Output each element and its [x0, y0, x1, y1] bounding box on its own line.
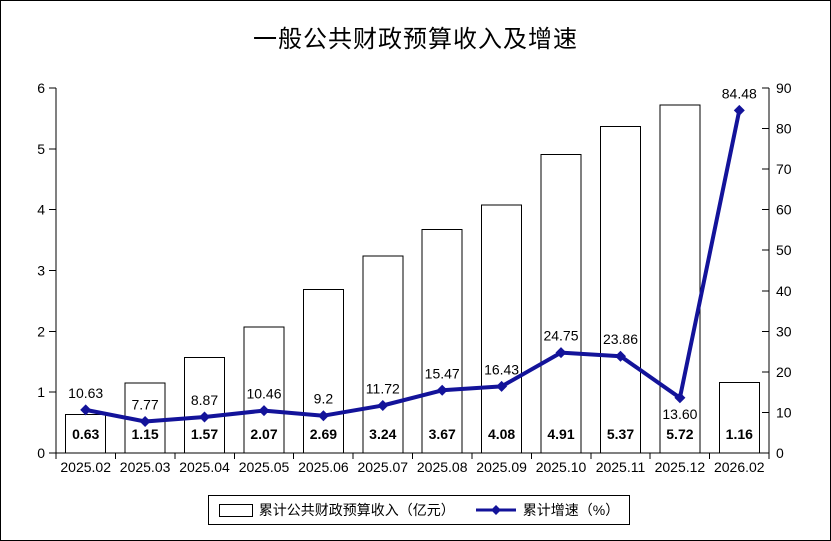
right-axis-tick-label: 30 — [776, 323, 792, 339]
bar-value-label: 5.72 — [666, 426, 693, 442]
bar-value-label: 1.15 — [131, 426, 158, 442]
x-category-label: 2025.07 — [357, 459, 408, 475]
left-axis-tick-label: 5 — [37, 141, 45, 157]
growth-value-label: 24.75 — [543, 328, 578, 344]
left-axis-tick-label: 3 — [37, 263, 45, 279]
x-category-label: 2025.10 — [536, 459, 587, 475]
line-marker-diamond-icon — [436, 384, 448, 396]
left-axis-tick-label: 1 — [37, 384, 45, 400]
bar — [540, 153, 582, 454]
bar — [184, 357, 225, 454]
growth-line — [85, 109, 742, 424]
x-category-label: 2025.09 — [476, 459, 527, 475]
growth-value-label: 11.72 — [366, 381, 400, 397]
bar-value-label: 4.08 — [488, 426, 515, 442]
right-axis-tick-label: 20 — [776, 364, 792, 380]
bar — [65, 414, 107, 454]
bar — [481, 204, 523, 454]
x-category-label: 2025.12 — [655, 459, 706, 475]
bar-value-label: 0.63 — [72, 426, 99, 442]
left-axis-tick-label: 0 — [37, 445, 45, 461]
right-axis-tick-label: 50 — [776, 242, 792, 258]
legend-item-growth: 累计增速（%） — [475, 500, 619, 520]
growth-value-label: 9.2 — [314, 391, 334, 407]
legend-label-growth: 累计增速（%） — [522, 502, 620, 518]
bar — [362, 255, 404, 454]
right-axis-tick-label: 70 — [776, 161, 792, 177]
bar-series-swatch-icon — [218, 503, 253, 517]
bar-value-label: 1.57 — [191, 426, 218, 442]
growth-value-label: 15.47 — [425, 365, 460, 381]
bar-value-label: 4.91 — [547, 426, 574, 442]
bar-value-label: 3.67 — [429, 426, 456, 442]
line-marker-diamond-icon — [317, 410, 329, 422]
chart-title: 一般公共财政预算收入及增速 — [253, 25, 578, 53]
growth-value-label: 23.86 — [603, 331, 638, 347]
right-axis-tick-label: 60 — [776, 202, 792, 218]
right-axis-tick-label: 80 — [776, 121, 792, 137]
growth-value-label: 10.63 — [68, 385, 103, 401]
bar — [718, 381, 760, 454]
left-axis-tick-label: 2 — [37, 323, 45, 339]
x-category-label: 2025.03 — [120, 459, 171, 475]
x-category-label: 2025.04 — [179, 459, 230, 475]
x-category-label: 2025.11 — [596, 459, 646, 475]
x-category-label: 2025.02 — [60, 459, 111, 475]
right-axis-tick-label: 0 — [776, 445, 784, 461]
bar-value-label: 2.69 — [310, 426, 337, 442]
right-axis-tick-label: 90 — [776, 80, 792, 96]
legend-item-revenue: 累计公共财政预算收入（亿元） — [218, 500, 455, 520]
legend-label-revenue: 累计公共财政预算收入（亿元） — [258, 502, 455, 518]
line-marker-diamond-icon — [555, 347, 567, 359]
line-marker-diamond-icon — [139, 416, 151, 427]
left-axis-tick-label: 4 — [37, 202, 45, 218]
growth-value-label: 10.46 — [246, 386, 281, 402]
line-marker-diamond-icon — [258, 405, 270, 417]
growth-value-label: 16.43 — [484, 361, 519, 377]
x-category-label: 2026.02 — [714, 459, 765, 475]
bar-value-label: 1.16 — [726, 426, 753, 442]
line-marker-diamond-icon — [199, 411, 210, 423]
growth-value-label: 13.60 — [662, 406, 697, 422]
line-marker-diamond-icon — [80, 404, 92, 416]
bar-value-label: 2.07 — [250, 426, 277, 442]
bar — [421, 229, 463, 454]
legend: 累计公共财政预算收入（亿元） 累计增速（%） — [208, 495, 630, 525]
bar-value-label: 5.37 — [607, 426, 634, 442]
growth-value-label: 7.77 — [131, 397, 158, 413]
line-marker-diamond-icon — [496, 380, 508, 392]
right-axis-tick-label: 10 — [776, 404, 792, 420]
line-series-swatch-icon — [475, 505, 516, 515]
line-marker-diamond-icon — [733, 104, 745, 116]
line-marker-diamond-icon — [615, 350, 626, 362]
x-category-label: 2025.08 — [417, 459, 468, 475]
x-category-label: 2025.05 — [239, 459, 290, 475]
bar-value-label: 3.24 — [369, 426, 396, 442]
line-marker-diamond-icon — [674, 392, 686, 404]
line-marker-diamond-icon — [377, 400, 389, 411]
growth-value-label: 84.48 — [722, 85, 757, 101]
bar — [600, 125, 641, 454]
x-category-label: 2025.06 — [298, 459, 349, 475]
growth-value-label: 8.87 — [191, 392, 218, 408]
left-axis-tick-label: 6 — [37, 80, 45, 96]
right-axis-tick-label: 40 — [776, 283, 792, 299]
